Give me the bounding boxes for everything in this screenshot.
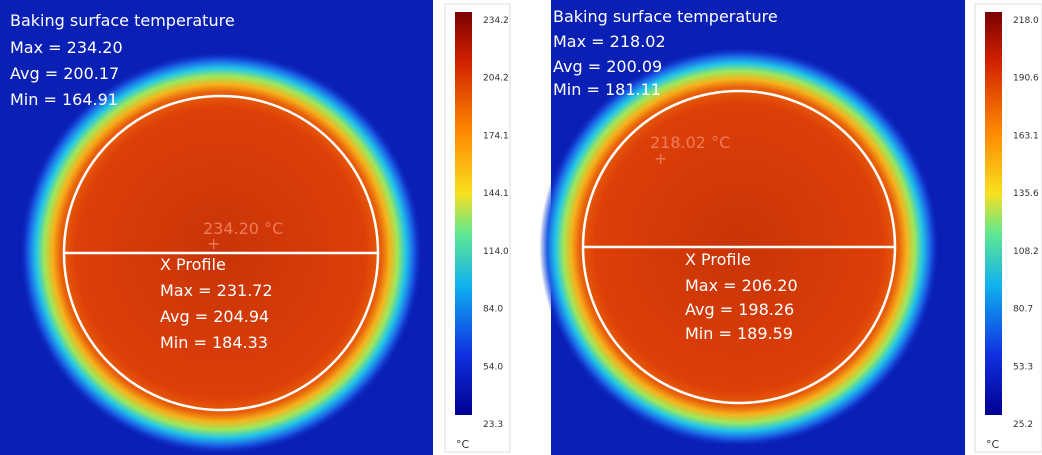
profile-avg: Avg = 198.26 <box>685 300 794 319</box>
colorbar-tick-label: 25.2 <box>1013 420 1033 430</box>
colorbar-tick-label: 234.2 <box>483 16 509 26</box>
stat-title: Baking surface temperature <box>10 11 235 30</box>
colorbar-gradient <box>455 12 472 415</box>
thermal-panel: Baking surface temperature Max = 234.20 Av… <box>0 0 433 455</box>
colorbar-tick-label: 174.1 <box>483 131 509 141</box>
colorbar-tick-label: 84.0 <box>483 305 503 315</box>
colorbar: 218.0 190.6 163.1 135.6 108.2 80.7 53.3 25.2 °C <box>975 4 1042 452</box>
stat-title: Baking surface temperature <box>553 7 778 26</box>
colorbar-tick-label: 23.3 <box>483 420 503 430</box>
profile-title: X Profile <box>685 250 751 269</box>
stat-min: Min = 164.91 <box>10 90 118 109</box>
colorbar-tick-label: 190.6 <box>1013 74 1039 84</box>
thermal-screenshot: Baking surface temperature Max = 234.20 Av… <box>0 0 1042 455</box>
profile-max: Max = 206.20 <box>685 276 798 295</box>
colorbar-tick-label: 204.2 <box>483 74 509 84</box>
profile-title: X Profile <box>160 255 226 274</box>
colorbar-tick-label: 54.0 <box>483 362 503 372</box>
thermal-panel: Baking surface temperature Max = 218.02 Av… <box>539 0 965 455</box>
colorbar-tick-label: 80.7 <box>1013 305 1033 315</box>
colorbar-tick-label: 108.2 <box>1013 247 1039 257</box>
colorbar: 234.2 204.2 174.1 144.1 114.0 84.0 54.0 23.3 °C <box>445 4 510 452</box>
stat-min: Min = 181.11 <box>553 80 661 99</box>
hotspot-label: 218.02 °C <box>650 133 730 152</box>
colorbar-tick-label: 53.3 <box>1013 362 1033 372</box>
profile-max: Max = 231.72 <box>160 281 273 300</box>
colorbar-gradient <box>985 12 1002 415</box>
stat-max: Max = 234.20 <box>10 38 123 57</box>
stat-avg: Avg = 200.17 <box>10 64 119 83</box>
profile-avg: Avg = 204.94 <box>160 307 269 326</box>
colorbar-tick-label: 135.6 <box>1013 189 1039 199</box>
colorbar-tick-label: 114.0 <box>483 247 509 257</box>
profile-min: Min = 189.59 <box>685 324 793 343</box>
colorbar-unit: °C <box>986 438 1000 451</box>
hotspot-label: 234.20 °C <box>203 219 283 238</box>
profile-min: Min = 184.33 <box>160 333 268 352</box>
colorbar-tick-label: 163.1 <box>1013 131 1039 141</box>
colorbar-tick-label: 144.1 <box>483 189 509 199</box>
colorbar-unit: °C <box>456 438 470 451</box>
colorbar-tick-label: 218.0 <box>1013 16 1039 26</box>
colorbar-frame <box>445 4 510 452</box>
stat-avg: Avg = 200.09 <box>553 57 662 76</box>
stat-max: Max = 218.02 <box>553 32 666 51</box>
